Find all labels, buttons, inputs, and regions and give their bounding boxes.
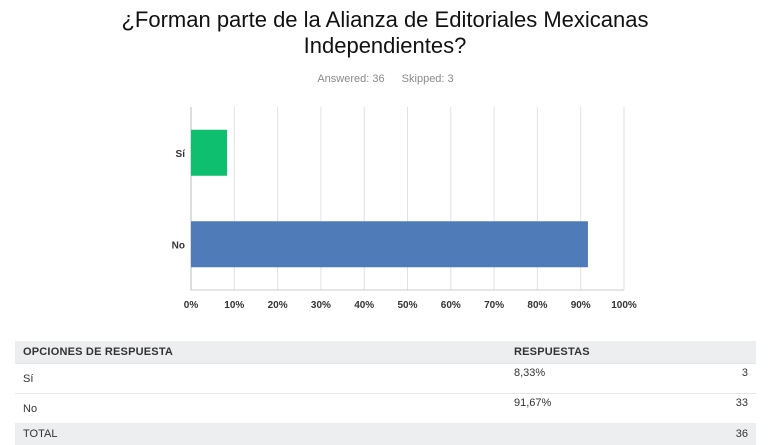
response-stats: Answered: 36 Skipped: 3 [0, 73, 771, 85]
skipped-count: Skipped: 3 [401, 73, 454, 85]
results-table: OPCIONES DE RESPUESTA RESPUESTAS Sí 8,33… [15, 341, 756, 445]
row-count: 33 [642, 393, 756, 423]
x-tick-label: 20% [268, 300, 288, 311]
x-tick-label: 40% [354, 300, 374, 311]
bar-chart: 0% 10% 20% 30% 40% 50% 60% 70% 80% 90% 100% Sí No [172, 107, 637, 311]
row-count: 3 [642, 363, 756, 394]
y-axis-categories: Sí No [172, 149, 187, 252]
x-tick-label: 10% [224, 300, 244, 311]
category-label: Sí [176, 149, 187, 160]
x-axis-ticks: 0% 10% 20% 30% 40% 50% 60% 70% 80% 90% 100% [184, 300, 637, 311]
bar-no [191, 221, 588, 268]
x-tick-label: 90% [571, 300, 591, 311]
total-label: TOTAL [15, 423, 506, 445]
row-percent: 91,67% [506, 393, 642, 423]
bar-si [191, 129, 228, 176]
header-options: OPCIONES DE RESPUESTA [15, 341, 506, 364]
x-tick-label: 30% [311, 300, 331, 311]
x-tick-label: 100% [611, 300, 637, 311]
chart-bars [191, 129, 588, 268]
row-option: No [15, 393, 506, 423]
x-tick-label: 80% [527, 300, 547, 311]
total-spacer [506, 423, 642, 445]
category-label: No [172, 240, 185, 251]
table-total-row: TOTAL 36 [15, 423, 756, 445]
answered-count: Answered: 36 [317, 73, 385, 85]
header-responses: RESPUESTAS [506, 341, 756, 364]
x-tick-label: 50% [397, 300, 417, 311]
x-tick-label: 70% [484, 300, 504, 311]
row-option: Sí [15, 363, 506, 394]
table-header-row: OPCIONES DE RESPUESTA RESPUESTAS [15, 341, 756, 364]
total-count: 36 [642, 423, 756, 445]
chart-title: ¿Forman parte de la Alianza de Editorial… [121, 7, 649, 58]
x-tick-label: 60% [441, 300, 461, 311]
table-row: No 91,67% 33 [15, 393, 756, 423]
x-tick-label: 0% [184, 300, 199, 311]
row-percent: 8,33% [506, 363, 642, 394]
table-row: Sí 8,33% 3 [15, 363, 756, 394]
